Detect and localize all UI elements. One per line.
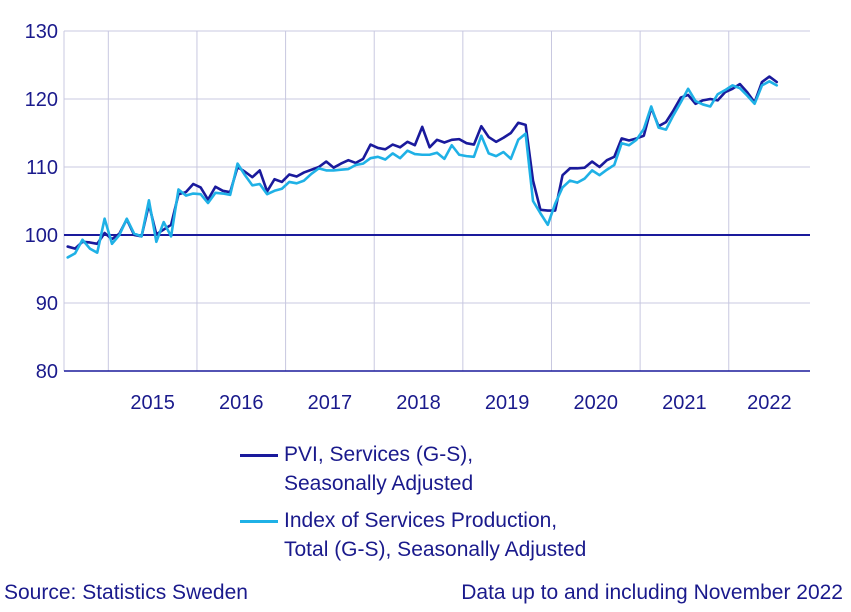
legend-swatch-pvi: [240, 454, 278, 457]
legend-label-pvi-line2: Seasonally Adjusted: [284, 472, 474, 495]
legend-label-index-line1: Index of Services Production,: [284, 509, 558, 532]
line-chart: 80 90 100 110 120 130 2015 2016 2017 2018 2019 202…: [25, 21, 810, 414]
x-tick-label-year: 2022: [747, 392, 792, 414]
x-tick-label-year: 2021: [662, 392, 707, 414]
legend-label-index-line2: Total (G-S), Seasonally Adjusted: [284, 538, 587, 561]
series-line-index-services: [66, 80, 779, 259]
source-note: Source: Statistics Sweden: [4, 581, 248, 604]
x-tick-label-year: 2020: [574, 392, 619, 414]
data-coverage-note: Data up to and including November 2022: [461, 581, 843, 604]
y-tick-label: 120: [25, 89, 58, 111]
x-tick-label-year: 2018: [396, 392, 441, 414]
x-tick-label-year: 2015: [130, 392, 175, 414]
legend-swatch-index: [240, 520, 278, 523]
y-tick-label: 130: [25, 21, 58, 43]
x-axis-ticks: 2015 2016 2017 2018 2019 2020 2021 2022: [130, 392, 791, 414]
x-tick-label-year: 2016: [219, 392, 264, 414]
legend-entry-pvi-services: PVI, Services (G-S), Seasonally Adjusted: [240, 440, 473, 498]
legend-label-pvi-line1: PVI, Services (G-S),: [284, 443, 474, 466]
y-tick-label: 110: [26, 157, 58, 179]
y-tick-label: 80: [36, 361, 58, 383]
y-tick-label: 100: [25, 225, 58, 247]
x-tick-label-year: 2017: [308, 392, 353, 414]
x-tick-label-year: 2019: [485, 392, 530, 414]
legend-entry-index-services: Index of Services Production, Total (G-S…: [240, 506, 586, 564]
series-layer: [66, 75, 779, 259]
y-tick-label: 90: [36, 293, 58, 315]
y-axis-ticks: 80 90 100 110 120 130: [25, 21, 58, 383]
